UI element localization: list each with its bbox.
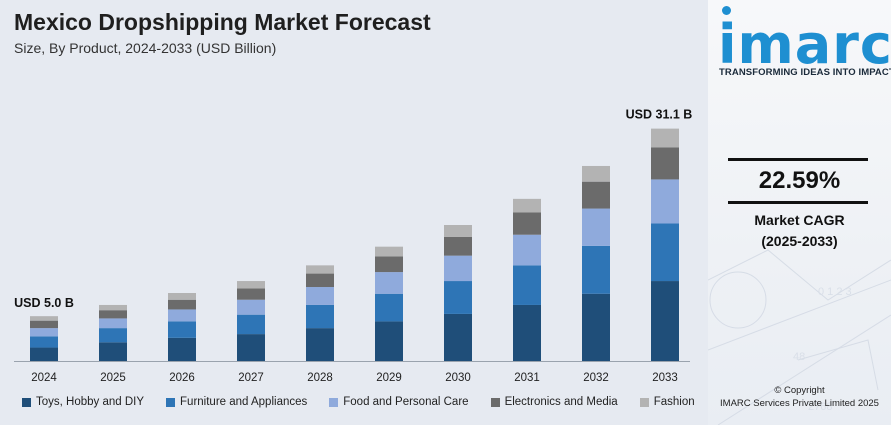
cagr-label-line1: Market CAGR — [754, 212, 845, 228]
legend-swatch — [490, 397, 500, 407]
bar-segment-2031-1 — [513, 304, 541, 361]
bar-segment-2027-3 — [237, 299, 265, 315]
bar-segment-2026-1 — [168, 337, 196, 361]
bar-segment-2029-1 — [375, 321, 403, 361]
bar-segment-2029-5 — [375, 246, 403, 257]
bar-segment-2031-4 — [513, 212, 541, 235]
x-tick-label: 2024 — [31, 372, 57, 384]
legend-label: Food and Personal Care — [343, 396, 469, 408]
bar-segment-2032-2 — [582, 245, 610, 294]
copyright-line2: IMARC Services Private Limited 2025 — [720, 398, 879, 409]
legend-swatch — [329, 397, 339, 407]
bar-segment-2025-4 — [99, 310, 127, 319]
legend-label: Fashion — [653, 396, 695, 408]
bar-segment-2027-1 — [237, 334, 265, 361]
bar-segment-2024-1 — [30, 347, 58, 361]
bar-segment-2024-4 — [30, 320, 58, 329]
bar-segment-2033-1 — [651, 281, 679, 361]
bar-segment-2032-1 — [582, 293, 610, 361]
cagr-bottom-rule — [728, 201, 868, 204]
bar-segment-2032-4 — [582, 181, 610, 209]
x-tick-label: 2033 — [652, 372, 678, 384]
bar-segment-2026-2 — [168, 321, 196, 338]
legend-item: Fashion — [639, 396, 695, 408]
bar-segment-2027-4 — [237, 288, 265, 300]
bar-segment-2026-4 — [168, 299, 196, 310]
logo-tagline: TRANSFORMING IDEAS INTO IMPACT — [719, 67, 891, 78]
bar-segment-2024-3 — [30, 328, 58, 337]
bar-segment-2028-5 — [306, 265, 334, 274]
svg-text:2768: 2768 — [808, 401, 832, 413]
background-chart-decoration: 0 1 2 3 48 2768 — [708, 249, 891, 425]
bar-segment-2025-1 — [99, 342, 127, 361]
bar-segment-2026-5 — [168, 293, 196, 300]
bar-segment-2032-5 — [582, 165, 610, 182]
bar-segment-2032-3 — [582, 208, 610, 246]
bar-segment-2026-3 — [168, 309, 196, 322]
cagr-value: 22.59% — [758, 167, 841, 194]
legend-item: Toys, Hobby and DIY — [22, 396, 144, 408]
legend-swatch — [22, 397, 31, 407]
bar-segment-2028-4 — [306, 273, 334, 288]
bar-segment-2030-2 — [444, 281, 472, 314]
imarc-logo: imarc — [718, 13, 891, 76]
bar-segment-2031-5 — [513, 198, 541, 213]
bar-segment-2029-4 — [375, 256, 403, 273]
legend-item: Food and Personal Care — [329, 396, 469, 408]
bar-segment-2031-3 — [513, 234, 541, 266]
bar-segment-2027-5 — [237, 281, 265, 289]
bar-segment-2030-3 — [444, 255, 472, 282]
svg-text:48: 48 — [793, 351, 805, 363]
cagr-top-rule — [728, 158, 868, 161]
chart-legend: Toys, Hobby and DIY Furniture and Applian… — [22, 396, 717, 408]
chart-subtitle: Size, By Product, 2024-2033 (USD Billion… — [14, 40, 277, 56]
x-tick-label: 2032 — [583, 372, 609, 384]
x-tick-label: 2031 — [514, 372, 540, 384]
sidebar: 0 1 2 3 48 2768 imarc TRANSFORMING IDEAS… — [708, 0, 891, 425]
bar-segment-2033-2 — [651, 223, 679, 282]
legend-item: Electronics and Media — [490, 396, 618, 408]
bar-segment-2025-2 — [99, 328, 127, 343]
bar-segment-2030-4 — [444, 236, 472, 256]
x-tick-label: 2029 — [376, 372, 402, 384]
x-tick-label: 2028 — [307, 372, 333, 384]
bar-segment-2028-1 — [306, 328, 334, 361]
x-tick-label: 2026 — [169, 372, 195, 384]
bar-segment-2030-1 — [444, 313, 472, 361]
legend-swatch — [166, 397, 176, 407]
bar-chart: 2024 2025 2026 2027 2028 2029 2030 2031 2032 2033… — [14, 108, 693, 384]
bar-segment-2024-2 — [30, 336, 58, 348]
bar-segment-2029-3 — [375, 272, 403, 294]
legend-label: Electronics and Media — [504, 396, 618, 408]
bar-segment-2030-5 — [444, 225, 472, 237]
bar-segment-2025-3 — [99, 318, 127, 329]
copyright: © Copyright IMARC Services Private Limit… — [708, 384, 891, 410]
bar-segment-2033-3 — [651, 179, 679, 224]
legend-item: Furniture and Appliances — [166, 396, 307, 408]
start-value-label: USD 5.0 B — [14, 296, 74, 310]
legend-label: Toys, Hobby and DIY — [36, 396, 145, 408]
bar-segment-2028-2 — [306, 304, 334, 329]
x-tick-label: 2030 — [445, 372, 471, 384]
bar-segment-2024-5 — [30, 316, 58, 321]
bar-segment-2029-2 — [375, 293, 403, 322]
legend-label: Furniture and Appliances — [180, 396, 308, 408]
chart-panel: Mexico Dropshipping Market Forecast Size… — [14, 9, 695, 408]
bar-segment-2028-3 — [306, 287, 334, 305]
logo-dot — [722, 6, 731, 15]
bar-segment-2027-2 — [237, 314, 265, 335]
bar-segment-2031-2 — [513, 265, 541, 305]
legend-swatch — [639, 397, 649, 407]
x-tick-label: 2027 — [238, 372, 264, 384]
bar-segment-2033-5 — [651, 128, 679, 148]
end-value-label: USD 31.1 B — [626, 108, 693, 122]
cagr-label: Market CAGR (2025-2033) — [708, 210, 891, 252]
chart-title: Mexico Dropshipping Market Forecast — [14, 9, 431, 35]
cagr-label-line2: (2025-2033) — [761, 233, 838, 249]
bar-segment-2025-5 — [99, 304, 127, 311]
x-tick-label: 2025 — [100, 372, 126, 384]
svg-text:0 1 2 3: 0 1 2 3 — [818, 286, 852, 298]
copyright-line1: © Copyright — [774, 385, 825, 396]
bar-segment-2033-4 — [651, 147, 679, 180]
